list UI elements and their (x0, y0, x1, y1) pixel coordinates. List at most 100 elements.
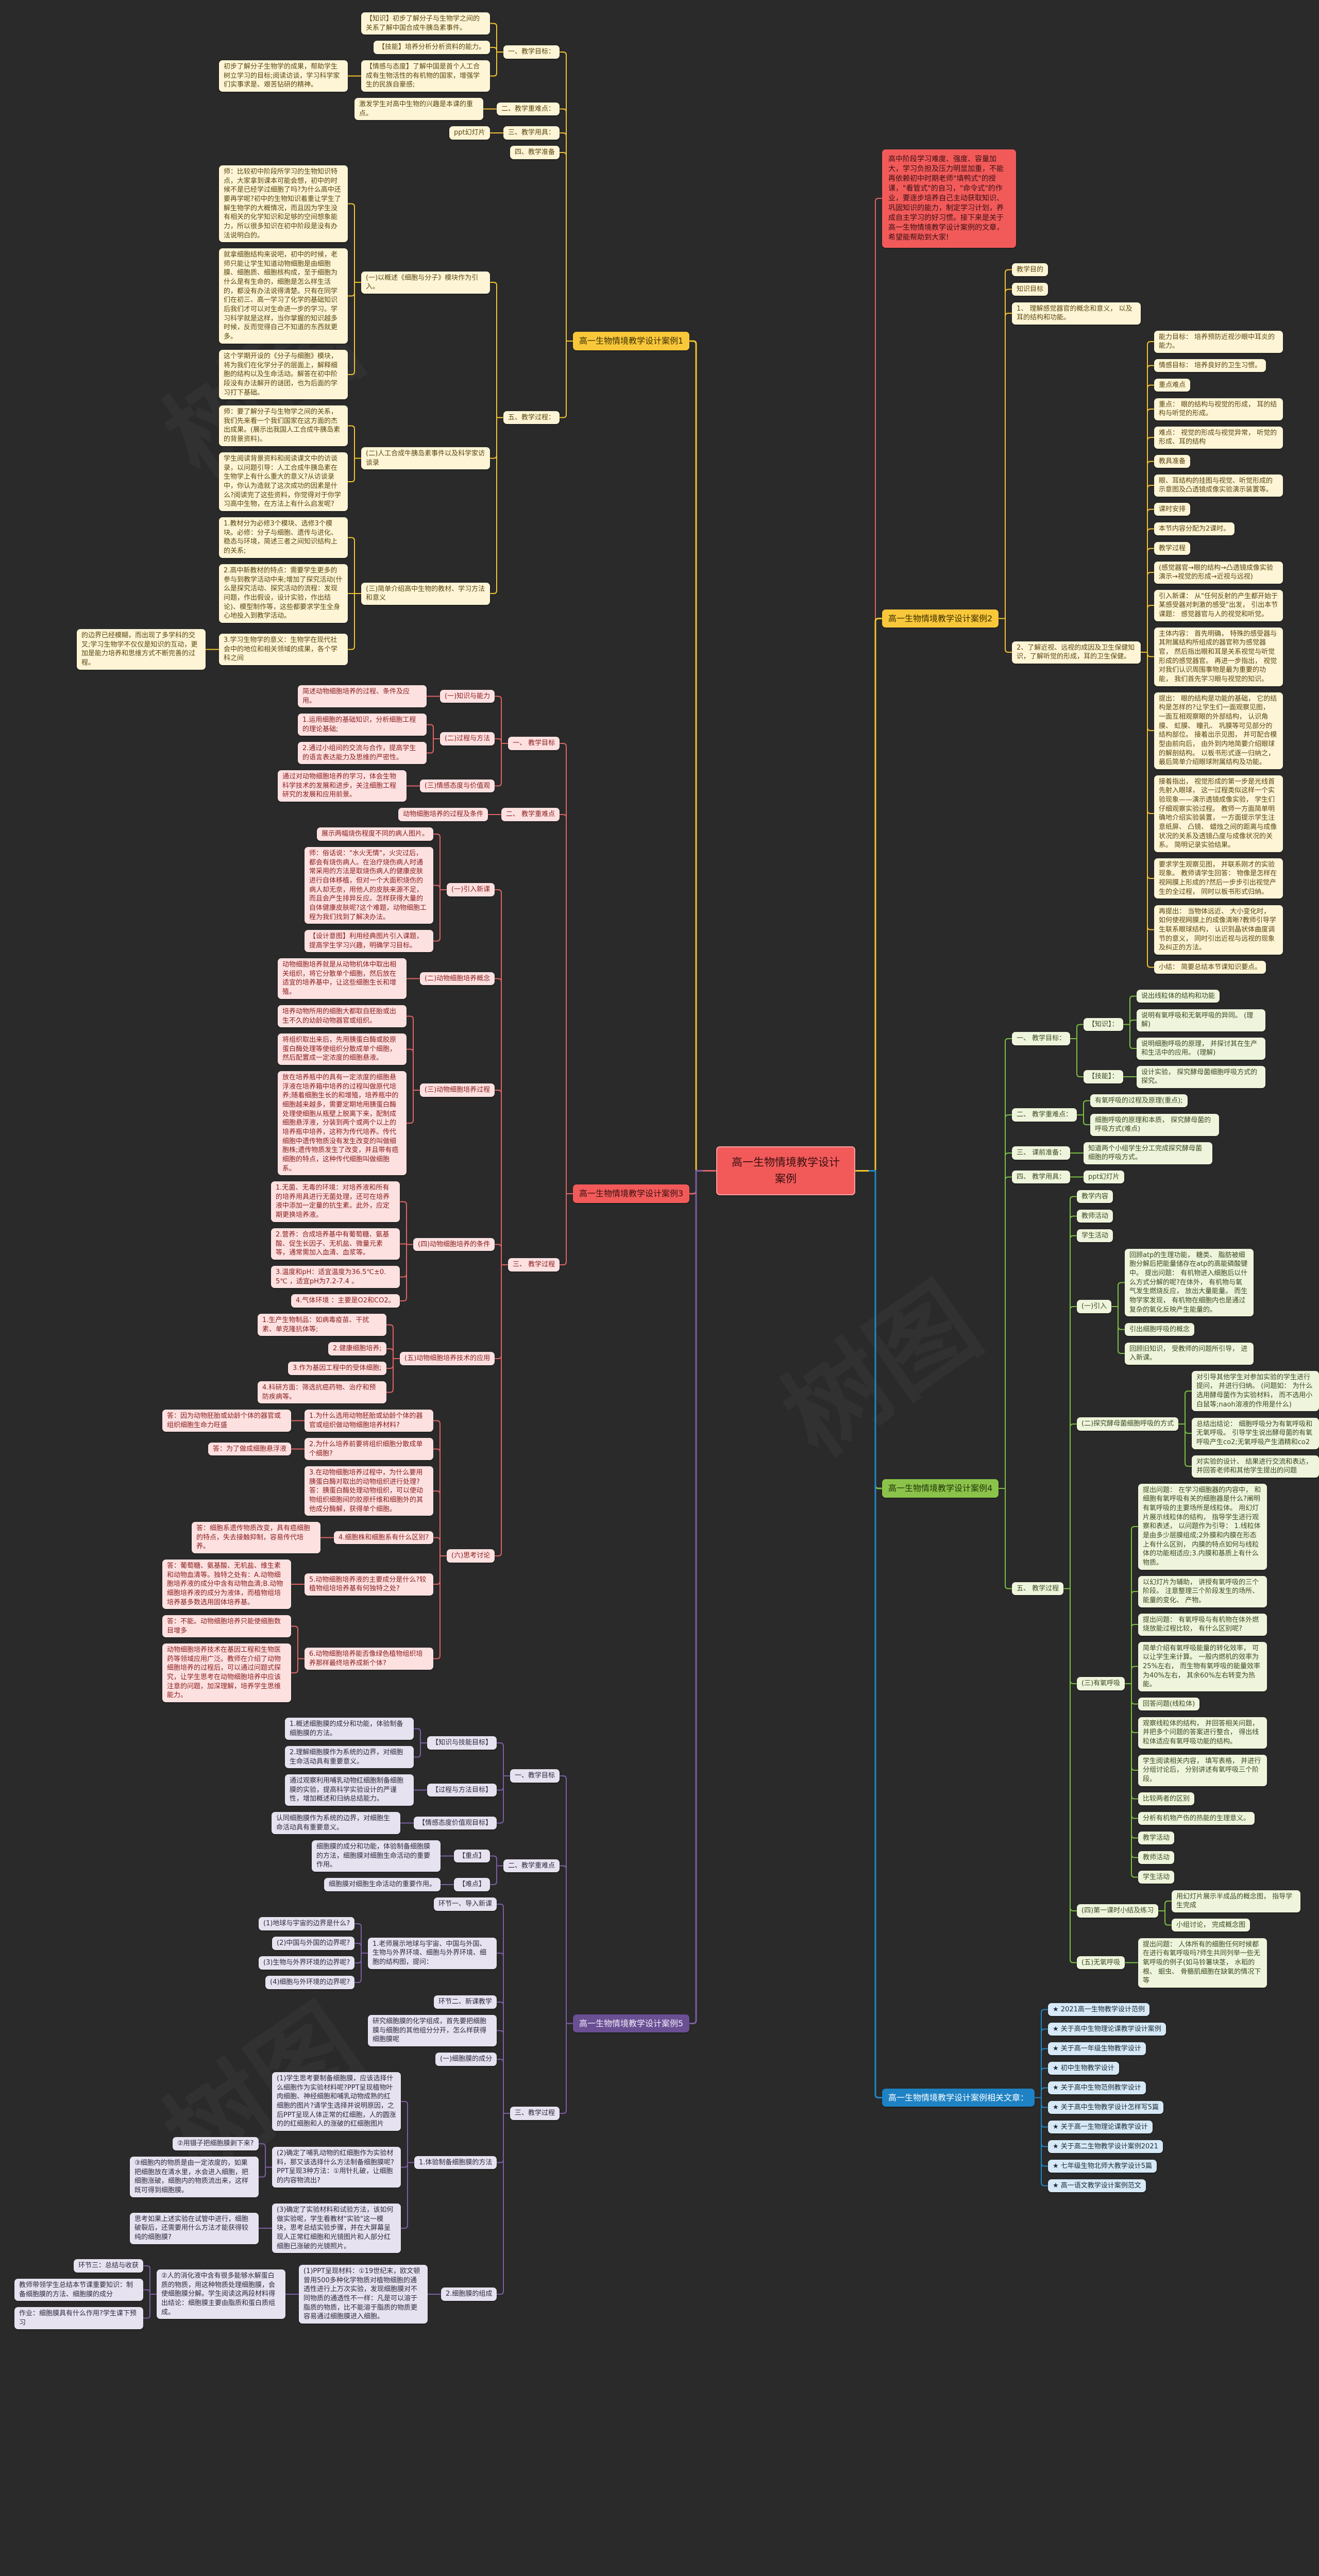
connector (407, 1048, 420, 1091)
leaf-node: 动物细胞培养技术在基因工程和生物医药等领域应用广泛。教师在介绍了动物细胞培养的过… (162, 1643, 291, 1703)
connector (689, 1170, 703, 1195)
connector (427, 738, 440, 754)
connector (1141, 409, 1154, 653)
connector (1141, 652, 1154, 731)
connector (490, 417, 503, 459)
connector (1035, 2048, 1048, 2098)
connector (495, 1090, 508, 1265)
leaf-node: ★ 高一语文教学设计案例范文 (1048, 2179, 1146, 2193)
leaf-node: 动物细胞培养的过程及条件 (398, 808, 488, 821)
connector (1141, 652, 1154, 879)
connector (1125, 1683, 1138, 1839)
connector (1141, 652, 1154, 930)
leaf-node: 重点难点 (1154, 378, 1191, 392)
connector (1125, 1683, 1138, 1819)
leaf-node: 简述动物细胞培养的过程、条件及应用。 (298, 685, 427, 708)
connector (560, 1865, 573, 2024)
connector (490, 282, 503, 418)
leaf-node: 教师活动 (1077, 1209, 1113, 1223)
branch-topic: 高一生物情境教学设计案例2 (882, 609, 999, 628)
leaf-node: 情感目标： 培养良好的卫生习惯。 (1154, 359, 1266, 372)
leaf-node: 的边界已经模糊，而出现了多学科的交叉;学习生物学不仅仅是知识的互动，更加是能力培… (77, 629, 206, 670)
subtopic-node: 二、 教学重难点 (501, 808, 560, 821)
connector (490, 47, 503, 53)
leaf-node: 课时安排 (1154, 502, 1191, 516)
connector (1125, 1683, 1138, 1771)
connector (1035, 2097, 1048, 2128)
subtopic-node: 二、教学重难点： (497, 102, 560, 116)
connector (869, 618, 882, 1172)
leaf-node: 说出线粒体的结构和功能 (1137, 989, 1220, 1003)
subtopic-node: (四)第一课时小结及练习 (1077, 1904, 1159, 1918)
connector (1063, 1588, 1077, 1963)
leaf-node: 初步了解分子生物学的成果，帮助学生树立学习的目标;阅读访谈，学习科学家们实事求是… (219, 60, 348, 92)
branch-topic: 高一生物情境教学设计案例5 (573, 2014, 690, 2033)
connector (1125, 1526, 1138, 1684)
branch-topic: 高一生物情境教学设计案例相关文章： (882, 2088, 1035, 2107)
subtopic-node: (六)思考讨论 (447, 1549, 495, 1563)
subtopic-node: 二、教学重难点 (503, 1859, 560, 1873)
connector (1141, 341, 1154, 653)
leaf-node: 提出问题： 人体所有的细胞任何时候都在进行有氧呼吸吗?师生共同列举一些无氧呼吸的… (1138, 1938, 1267, 1988)
leaf-node: ppt幻灯片 (1084, 1170, 1124, 1184)
connector (433, 1490, 447, 1556)
connector (560, 152, 573, 342)
leaf-node: 1、 理解感觉器官的概念和意义， 以及耳的结构和功能。 (1012, 302, 1141, 325)
leaf-node: 答：不能。动物细胞培养只能使细胞数目增多 (162, 1615, 291, 1638)
leaf-node: 说明有氧呼吸和无氧呼吸的异同。 (理解) (1137, 1009, 1265, 1031)
connector (497, 2113, 510, 2295)
leaf-node: 师：俗话说："水火无情"，火灾过后，都会有烧伤病人。在治疗烧伤病人时通常采用的方… (305, 847, 433, 924)
leaf-node: 细胞呼吸的原理和本质， 探究酵母菌的呼吸方式(难点) (1090, 1113, 1219, 1136)
connector (560, 132, 573, 342)
connector (143, 2265, 157, 2295)
subtopic-node: 3.学习生物学的意义：生物学在现代社会中的地位和相关领域的成果，各个学科之间 (219, 634, 348, 666)
subtopic-node: 1.体验制备细胞膜的方法 (414, 2156, 497, 2170)
connector (354, 1953, 368, 1983)
leaf-node: 答：葡萄糖、氨基酸、无机盐、维生素和动物血清等。独特之处有：A.动物细胞培养液的… (162, 1560, 291, 1609)
leaf-node: 再提出： 当物体远近、 大小变化时， 如何使视网膜上的成像清晰?教师引导学生联系… (1154, 905, 1283, 955)
leaf-node: 研究细胞膜的化学组成，首先要把细胞膜与细胞的其他组分分开，怎么样获得细胞膜呢 (368, 2015, 497, 2047)
connector (497, 1904, 510, 2114)
connector (1035, 2028, 1048, 2098)
connector (1141, 572, 1154, 653)
subtopic-node: (三)有氧呼吸 (1077, 1677, 1125, 1690)
leaf-node: 学生阅读相关内容， 填写表格， 并进行分组讨论后， 分别讲述有氧呼吸三个阶段。 (1138, 1754, 1267, 1786)
leaf-node: ppt幻灯片 (449, 126, 490, 140)
leaf-node: (2)中国与外国的边界呢? (272, 1937, 355, 1950)
connector (560, 1775, 573, 2024)
connector (497, 1775, 510, 1824)
connector (1141, 384, 1154, 653)
connector (999, 1038, 1012, 1489)
leaf-node: 知识目标 (1012, 282, 1049, 296)
connector (497, 2002, 510, 2114)
leaf-node: 学生活动 (1138, 1870, 1175, 1884)
leaf-node: 【技能】培养分析分析资料的能力。 (374, 41, 491, 54)
leaf-node: 学生活动 (1077, 1229, 1113, 1243)
leaf-node: 1.教材分为必修3个模块、选修3个模块。必修：分子与细胞、遗传与进化、稳态与环境… (219, 517, 348, 558)
connector (1123, 1024, 1137, 1049)
subtopic-node: 【知识】： (1084, 1018, 1123, 1031)
leaf-node: 4.气体环境 ：主要是O2和CO2。 (291, 1294, 400, 1308)
connector (401, 2101, 414, 2163)
connector (1123, 995, 1137, 1025)
leaf-node: 知道两个小组学生分工完成探究酵母菌细胞的呼吸方式。 (1084, 1142, 1212, 1164)
connector (999, 1488, 1012, 1589)
connector (143, 2294, 157, 2319)
leaf-node: 教师活动 (1138, 1851, 1175, 1865)
connector (1063, 1196, 1077, 1589)
leaf-node: ★ 关于高中生物理论课教学设计案例 (1048, 2022, 1166, 2036)
connector (999, 289, 1012, 619)
leaf-node: 1.运用细胞的基础知识，分析细胞工程的理论基础; (298, 714, 427, 736)
subtopic-node: (一)引入 (1077, 1300, 1112, 1313)
connector (1063, 1423, 1077, 1589)
leaf-node: 观察线粒体的结构， 并回答相关问题， 并把多个问题的答案进行整合， 得出线粒体适… (1138, 1717, 1267, 1749)
subtopic-node: (五)无氧呼吸 (1077, 1956, 1125, 1970)
subtopic-node: (一)知识与能力 (440, 689, 495, 703)
subtopic-node: 5.动物细胞培养液的主要成分是什么?较植物组培培养基有何独特之处? (305, 1573, 433, 1596)
leaf-node: 学生阅读背景资料和阅读课文中的访谈录，以问题引导：人工合成牛胰岛素在生物学上有什… (219, 452, 348, 512)
leaf-node: 接着指出， 视觉形成的第一步是光线首先射入眼球， 这一过程类似这样一个实验现象—… (1154, 775, 1283, 852)
leaf-node: 激发学生对高中生物的兴趣是本课的重点。 (354, 98, 483, 121)
leaf-node: 通过对动物细胞培养的学习，体会生物科学技术的发展和进步，关注细胞工程研究的发展和… (278, 770, 407, 802)
connector (407, 1015, 420, 1091)
connector (999, 313, 1012, 619)
